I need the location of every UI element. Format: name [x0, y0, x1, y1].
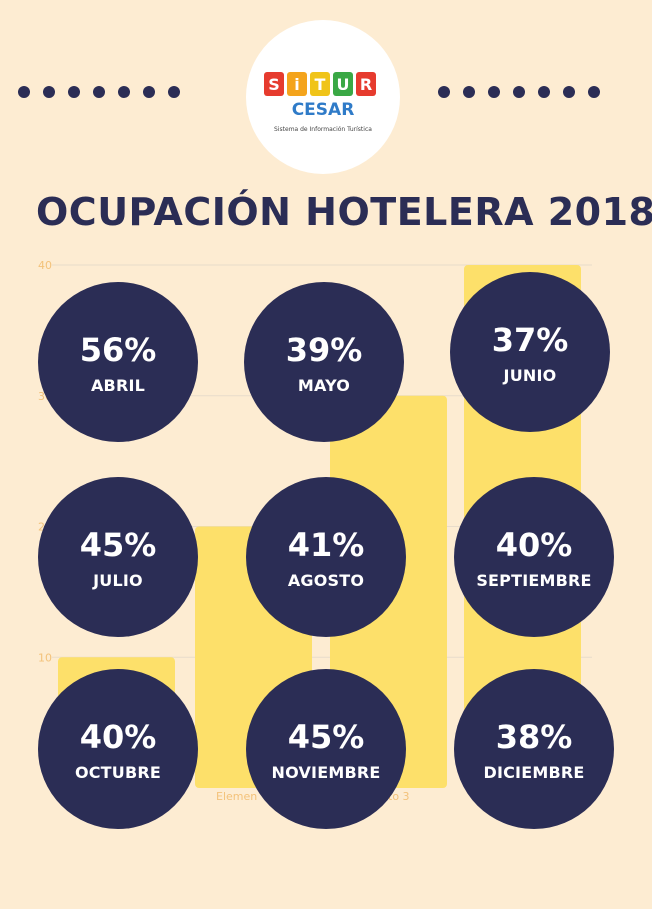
- dot: [168, 86, 180, 98]
- dot: [438, 86, 450, 98]
- logo-letter: R: [356, 72, 376, 96]
- stat-percent: 40%: [495, 525, 573, 564]
- x-tick-label: to 3: [388, 790, 410, 803]
- stat-month: SEPTIEMBRE: [476, 570, 592, 590]
- dot: [18, 86, 30, 98]
- logo-letter: U: [333, 72, 353, 96]
- decorative-dots-right: [438, 86, 600, 98]
- stat-circle-agosto: 41% AGOSTO: [246, 477, 406, 637]
- dot: [513, 86, 525, 98]
- stat-circle-septiembre: 40% SEPTIEMBRE: [454, 477, 614, 637]
- stat-month: NOVIEMBRE: [271, 762, 381, 782]
- stat-month: OCTUBRE: [74, 762, 162, 782]
- dot: [538, 86, 550, 98]
- stat-circle-mayo: 39% MAYO: [244, 282, 404, 442]
- stat-month: AGOSTO: [287, 570, 365, 590]
- stat-percent: 56%: [79, 330, 157, 369]
- stat-circle-octubre: 40% OCTUBRE: [38, 669, 198, 829]
- dot: [93, 86, 105, 98]
- stat-percent: 45%: [79, 525, 157, 564]
- logo-tagline: Sistema de Información Turística: [274, 126, 372, 133]
- dot: [588, 86, 600, 98]
- dot: [118, 86, 130, 98]
- stat-circle-abril: 56% ABRIL: [38, 282, 198, 442]
- stat-circle-julio: 45% JULIO: [38, 477, 198, 637]
- logo-letter: S: [264, 72, 284, 96]
- x-tick-label: Elemen: [216, 790, 257, 803]
- logo-letter: i: [287, 72, 307, 96]
- decorative-dots-left: [18, 86, 180, 98]
- dot: [43, 86, 55, 98]
- stat-month: JULIO: [93, 570, 143, 590]
- logo-letter: T: [310, 72, 330, 96]
- logo-subtitle: CESAR: [291, 100, 355, 120]
- stat-month: ABRIL: [90, 375, 146, 395]
- stat-percent: 40%: [79, 717, 157, 756]
- stat-circle-noviembre: 45% NOVIEMBRE: [246, 669, 406, 829]
- dot: [68, 86, 80, 98]
- stat-circle-diciembre: 38% DICIEMBRE: [454, 669, 614, 829]
- stat-percent: 37%: [491, 320, 569, 359]
- y-tick-label: 10: [38, 651, 52, 664]
- dot: [563, 86, 575, 98]
- stat-percent: 38%: [495, 717, 573, 756]
- stat-month: MAYO: [297, 375, 351, 395]
- dot: [463, 86, 475, 98]
- page-title: OCUPACIÓN HOTELERA 2018: [36, 190, 652, 234]
- dot: [488, 86, 500, 98]
- stat-month: JUNIO: [503, 365, 557, 385]
- stat-month: DICIEMBRE: [483, 762, 585, 782]
- stat-percent: 39%: [285, 330, 363, 369]
- dot: [143, 86, 155, 98]
- stat-circle-junio: 37% JUNIO: [450, 272, 610, 432]
- stat-percent: 41%: [287, 525, 365, 564]
- stat-percent: 45%: [287, 717, 365, 756]
- y-tick-label: 40: [38, 259, 52, 272]
